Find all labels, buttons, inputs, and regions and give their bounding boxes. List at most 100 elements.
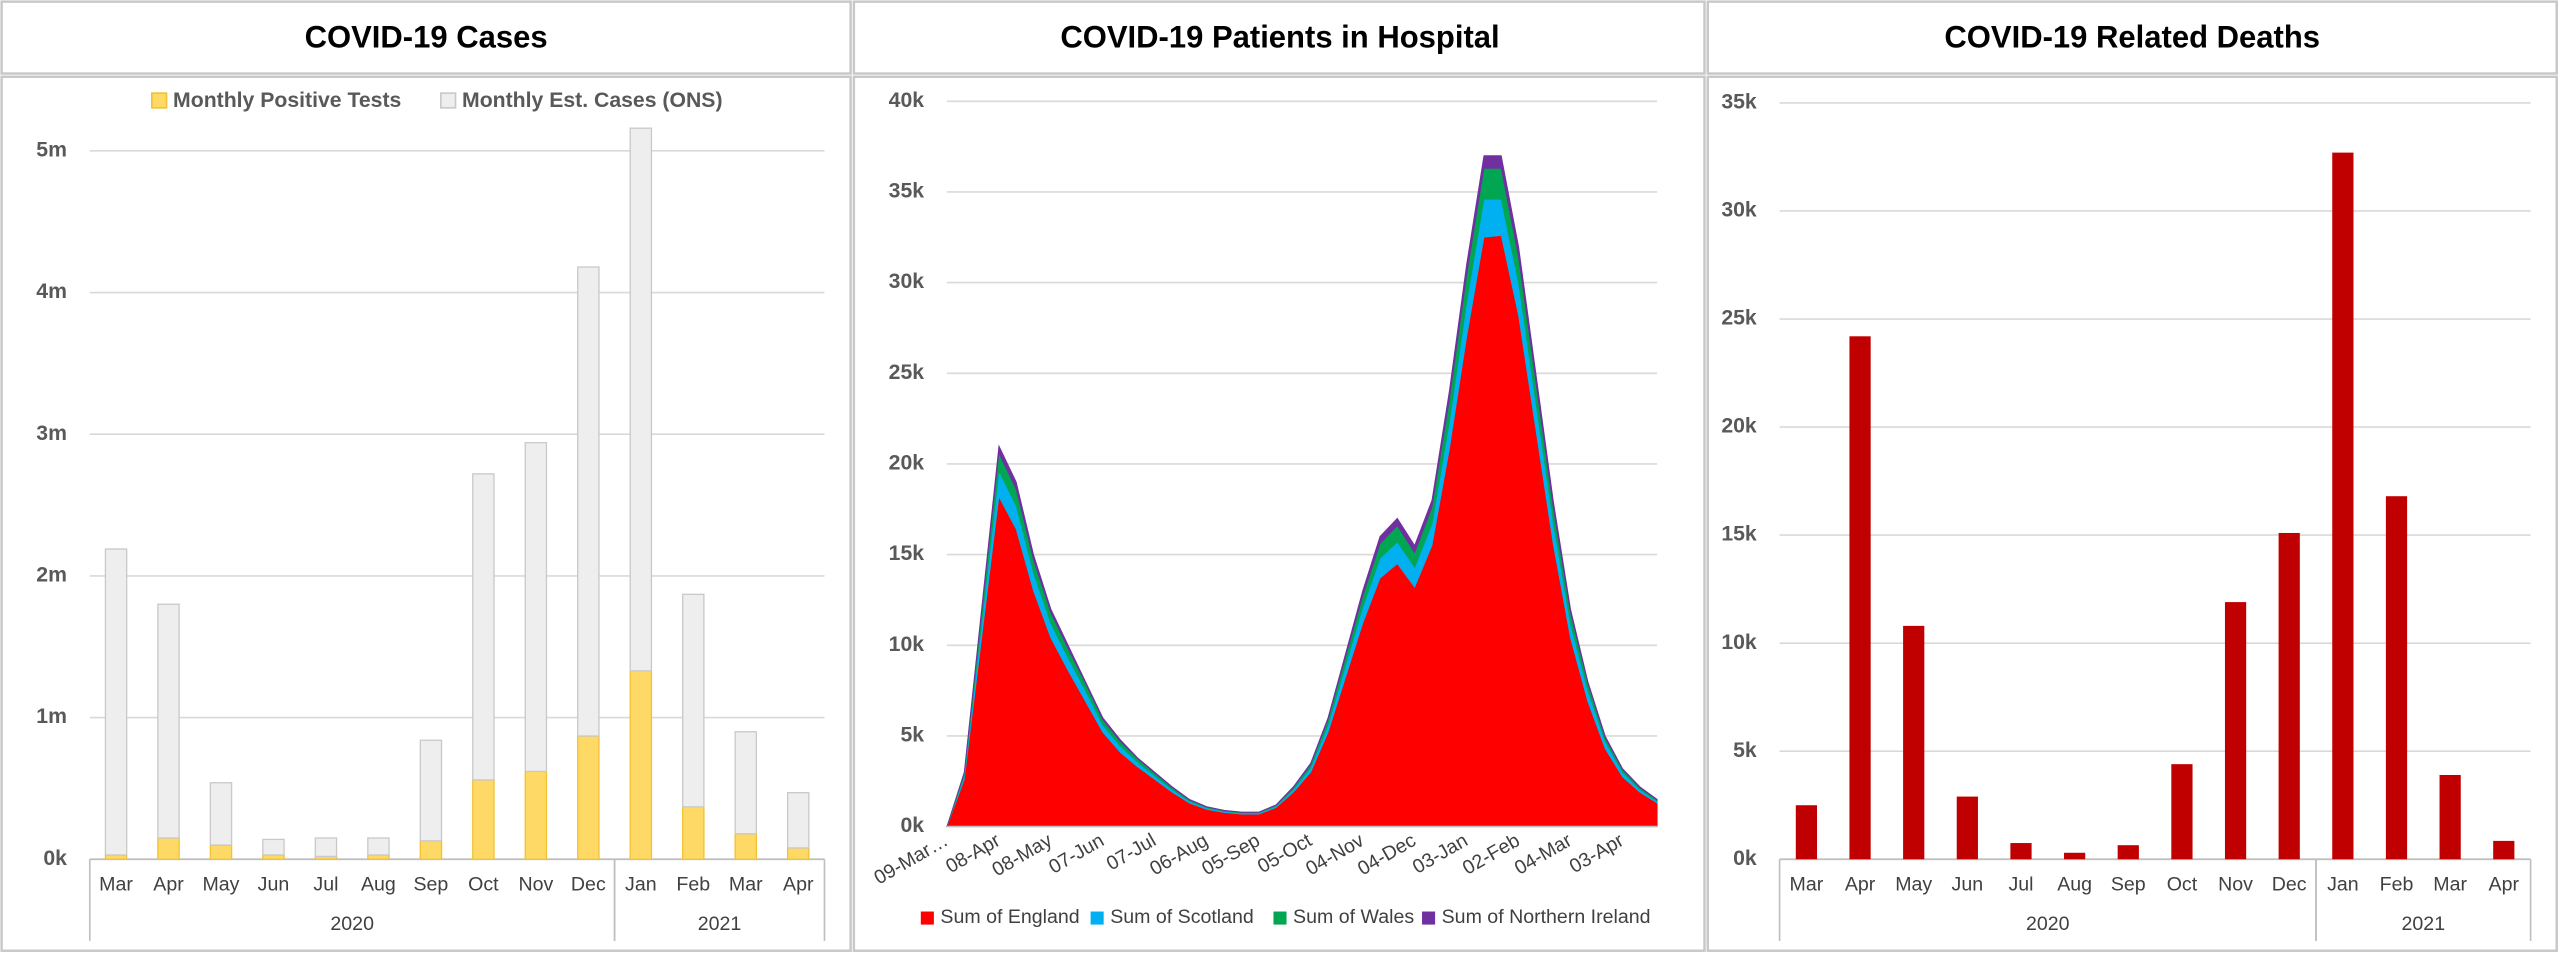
- legend-swatch: [1273, 911, 1287, 925]
- y-tick-label: 1m: [36, 705, 67, 728]
- group-label: 2020: [330, 913, 374, 935]
- legend-label: Monthly Est. Cases (ONS): [462, 89, 722, 112]
- bar: [2385, 496, 2408, 860]
- bar-segment: [419, 840, 443, 860]
- y-tick-label: 20k: [889, 452, 925, 475]
- y-tick-label: 25k: [889, 361, 925, 384]
- x-tick-label: Nov: [518, 874, 553, 896]
- bar-segment: [104, 548, 128, 856]
- bar-segment: [472, 473, 495, 781]
- x-tick-label: Nov: [2218, 874, 2253, 896]
- x-tick-label: Dec: [2272, 874, 2307, 896]
- bar: [1795, 805, 1818, 860]
- x-tick-label: Apr: [783, 874, 814, 896]
- bar: [2332, 152, 2354, 860]
- legend-swatch: [920, 911, 934, 925]
- x-tick-label: Sep: [2111, 874, 2146, 896]
- bar-segment: [157, 603, 180, 839]
- x-tick-label: Sep: [413, 874, 448, 896]
- bar-segment: [629, 670, 653, 860]
- bar-segment: [577, 266, 600, 737]
- x-tick-label: May: [202, 874, 239, 896]
- y-tick-label: 30k: [1721, 199, 1757, 222]
- chart-title: COVID-19 Patients in Hospital: [1060, 19, 1499, 54]
- bar-segment: [734, 833, 758, 860]
- y-tick-label: 0k: [43, 847, 67, 870]
- x-tick-label: Feb: [2380, 874, 2414, 896]
- bar-segment: [524, 770, 548, 860]
- bar: [2278, 532, 2300, 860]
- bar-segment: [786, 792, 810, 849]
- group-label: 2021: [2402, 913, 2446, 935]
- y-tick-label: 5m: [36, 138, 67, 161]
- bar: [2171, 764, 2193, 860]
- legend-swatch: [151, 92, 168, 109]
- panel-header: [0, 0, 852, 75]
- bar-segment: [367, 837, 390, 856]
- panel-header: [852, 0, 1706, 75]
- y-tick-label: 5k: [1733, 739, 1757, 762]
- bar-segment: [314, 837, 338, 858]
- bar-segment: [157, 837, 180, 860]
- panel-body: [852, 75, 1706, 952]
- x-tick-label: Jul: [2008, 874, 2033, 896]
- x-tick-label: Aug: [2057, 874, 2092, 896]
- group-label: 2021: [698, 913, 742, 935]
- group-label: 2020: [2026, 913, 2070, 935]
- legend-label: Sum of England: [940, 906, 1079, 928]
- bar: [2064, 852, 2086, 860]
- bar-segment: [524, 442, 548, 773]
- bar-segment: [209, 782, 233, 846]
- panel-body: [0, 75, 852, 952]
- legend-label: Sum of Northern Ireland: [1442, 906, 1651, 928]
- x-tick-label: Mar: [99, 874, 133, 896]
- bar-segment: [682, 593, 705, 808]
- panel-body: [1706, 75, 2558, 952]
- bar-segment: [472, 779, 495, 860]
- legend-swatch: [1422, 911, 1436, 925]
- y-tick-label: 3m: [36, 422, 67, 445]
- x-tick-label: Jan: [2327, 874, 2359, 896]
- bar-segment: [419, 739, 443, 842]
- x-tick-label: May: [1895, 874, 1932, 896]
- x-tick-label: Mar: [1790, 874, 1824, 896]
- bar-segment: [209, 844, 233, 860]
- y-tick-label: 35k: [889, 180, 925, 203]
- bar-segment: [682, 806, 705, 860]
- y-tick-label: 4m: [36, 280, 67, 303]
- x-tick-label: Apr: [2489, 874, 2520, 896]
- legend-label: Monthly Positive Tests: [173, 89, 401, 112]
- legend-label: Sum of Wales: [1293, 906, 1414, 928]
- y-tick-label: 5k: [900, 724, 924, 747]
- bar-segment: [786, 847, 810, 860]
- y-tick-label: 15k: [889, 542, 925, 565]
- bar: [2117, 845, 2139, 860]
- x-tick-label: Oct: [2167, 874, 2198, 896]
- bar-segment: [262, 838, 285, 856]
- y-tick-label: 0k: [1733, 847, 1757, 870]
- x-tick-label: Feb: [676, 874, 710, 896]
- y-tick-label: 10k: [1721, 631, 1757, 654]
- x-tick-label: Aug: [361, 874, 396, 896]
- bar: [2010, 843, 2032, 860]
- chart-title: COVID-19 Related Deaths: [1944, 19, 2320, 54]
- x-tick-label: Apr: [1845, 874, 1876, 896]
- x-tick-label: Mar: [729, 874, 763, 896]
- chart-title: COVID-19 Cases: [305, 19, 548, 54]
- legend-label: Sum of Scotland: [1110, 906, 1254, 928]
- bar: [2439, 774, 2461, 860]
- y-tick-label: 30k: [889, 270, 925, 293]
- x-tick-label: Jun: [1952, 874, 1984, 896]
- bar: [1903, 625, 1925, 860]
- y-tick-label: 25k: [1721, 307, 1757, 330]
- legend-swatch: [1090, 911, 1104, 925]
- y-tick-label: 0k: [900, 814, 924, 837]
- x-tick-label: Jun: [258, 874, 290, 896]
- bar: [1849, 336, 1871, 860]
- y-tick-label: 20k: [1721, 415, 1757, 438]
- x-tick-label: Oct: [468, 874, 499, 896]
- y-tick-label: 35k: [1721, 91, 1757, 114]
- x-tick-label: Apr: [153, 874, 184, 896]
- x-tick-label: Mar: [2433, 874, 2467, 896]
